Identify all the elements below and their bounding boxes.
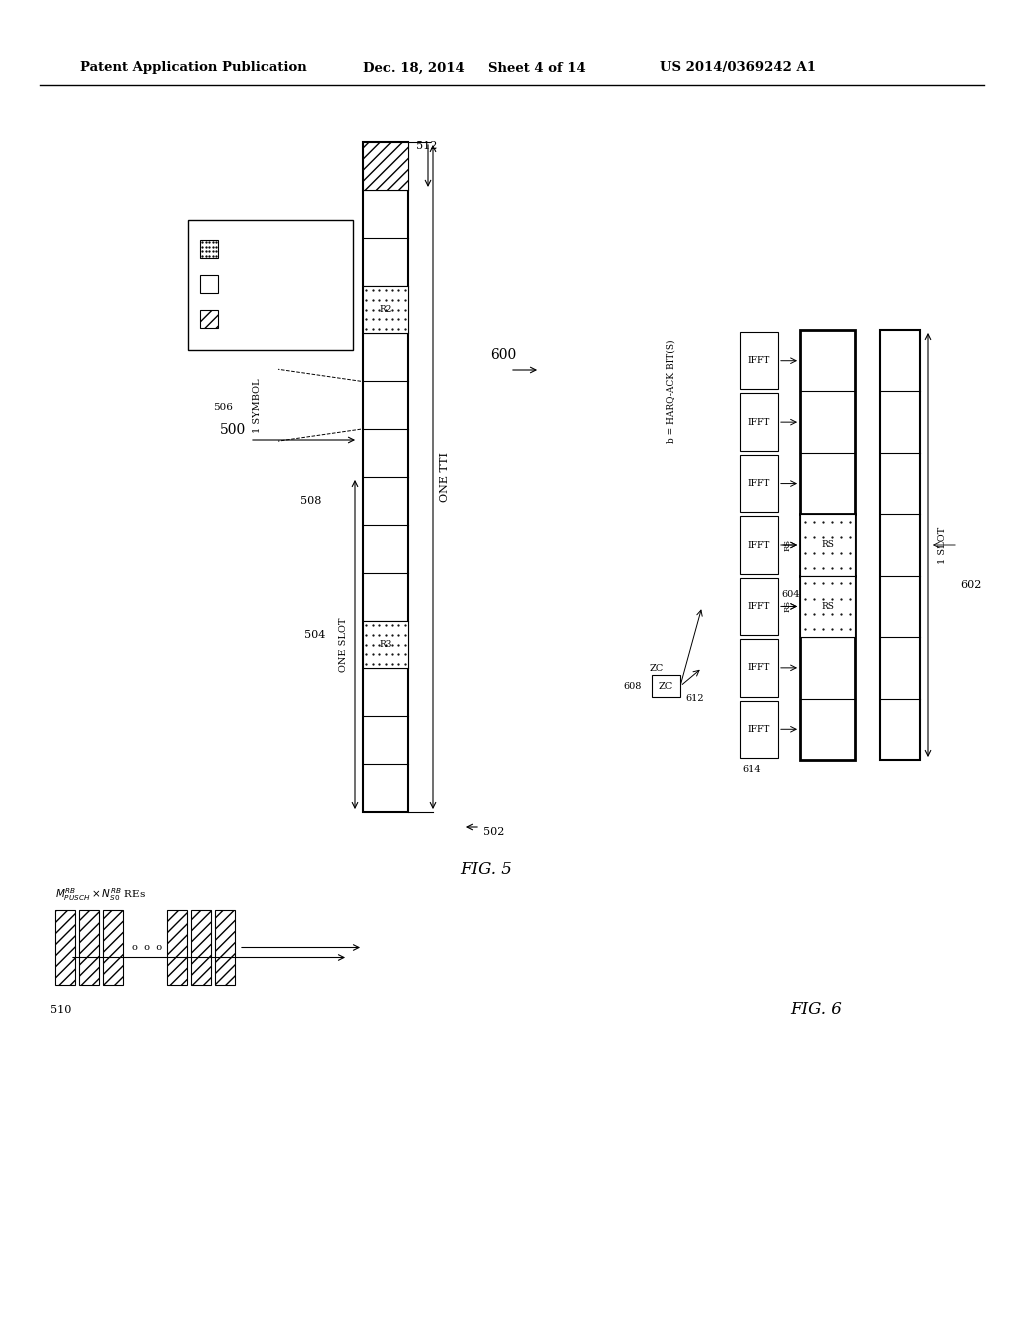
Bar — [200, 275, 218, 293]
Text: ZC: ZC — [650, 664, 665, 673]
Text: 608: 608 — [624, 682, 642, 690]
Bar — [740, 333, 778, 389]
Text: 502: 502 — [483, 828, 505, 837]
Bar — [191, 909, 211, 985]
Text: 508: 508 — [300, 496, 322, 506]
Bar — [362, 285, 408, 334]
Bar — [215, 909, 234, 985]
Bar — [188, 220, 353, 350]
Bar — [800, 515, 855, 576]
Bar — [79, 909, 99, 985]
Text: RS: RS — [784, 539, 792, 550]
Text: RS: RS — [821, 602, 834, 611]
Text: IFFT: IFFT — [748, 664, 770, 672]
Text: IFFT: IFFT — [748, 725, 770, 734]
Text: FIG. 5: FIG. 5 — [460, 862, 512, 879]
Bar — [652, 676, 680, 697]
Bar — [362, 143, 408, 812]
Bar — [740, 393, 778, 451]
Text: $N_{symb}^{UL}$=7: $N_{symb}^{UL}$=7 — [248, 298, 298, 321]
Text: RS: RS — [821, 540, 834, 549]
Text: 500: 500 — [220, 422, 246, 437]
Text: Dec. 18, 2014: Dec. 18, 2014 — [362, 62, 465, 74]
Bar — [740, 578, 778, 635]
Bar — [740, 455, 778, 512]
Text: R3: R3 — [379, 640, 392, 649]
Text: R2: R2 — [379, 305, 392, 314]
Text: IFFT: IFFT — [748, 602, 770, 611]
Bar — [200, 310, 218, 327]
Text: RS: RS — [226, 243, 243, 256]
Text: Sheet 4 of 14: Sheet 4 of 14 — [488, 62, 586, 74]
Text: ZC: ZC — [658, 682, 673, 690]
Text: o  o  o: o o o — [132, 942, 162, 952]
Bar — [800, 330, 855, 760]
Text: IFFT: IFFT — [748, 356, 770, 366]
Text: IFFT: IFFT — [748, 540, 770, 549]
Bar — [740, 639, 778, 697]
Text: 614: 614 — [742, 766, 761, 775]
Bar — [800, 576, 855, 638]
Bar — [880, 330, 920, 760]
Text: DATA: DATA — [226, 277, 259, 290]
Text: 506: 506 — [213, 403, 232, 412]
Text: 600: 600 — [490, 348, 516, 362]
Bar — [103, 909, 123, 985]
Text: ONE TTI: ONE TTI — [440, 451, 450, 502]
Text: 510: 510 — [50, 1005, 72, 1015]
Text: DATA OR SRS: DATA OR SRS — [226, 313, 310, 326]
Bar — [167, 909, 187, 985]
Bar — [362, 620, 408, 668]
Text: FIG. 6: FIG. 6 — [790, 1002, 842, 1019]
Text: ONE SLOT: ONE SLOT — [339, 618, 347, 672]
Text: US 2014/0369242 A1: US 2014/0369242 A1 — [660, 62, 816, 74]
Text: 504: 504 — [304, 630, 326, 639]
Bar — [200, 240, 218, 257]
Text: IFFT: IFFT — [748, 417, 770, 426]
Text: IFFT: IFFT — [748, 479, 770, 488]
Text: $M_{PUSCH}^{RB}\times N_{S0}^{RB}$ REs: $M_{PUSCH}^{RB}\times N_{S0}^{RB}$ REs — [55, 887, 146, 903]
Text: b = HARQ-ACK BIT(S): b = HARQ-ACK BIT(S) — [667, 339, 676, 444]
Text: 604: 604 — [781, 590, 800, 599]
Text: 602: 602 — [961, 579, 981, 590]
Bar — [55, 909, 75, 985]
Bar — [362, 143, 408, 190]
Text: RS: RS — [784, 601, 792, 612]
Bar — [740, 516, 778, 574]
Text: 1 SYMBOL: 1 SYMBOL — [254, 378, 262, 433]
Bar — [740, 701, 778, 758]
Text: 1 SLOT: 1 SLOT — [938, 527, 947, 564]
Text: 612: 612 — [685, 694, 703, 702]
Text: 512: 512 — [416, 141, 437, 150]
Text: Patent Application Publication: Patent Application Publication — [80, 62, 307, 74]
